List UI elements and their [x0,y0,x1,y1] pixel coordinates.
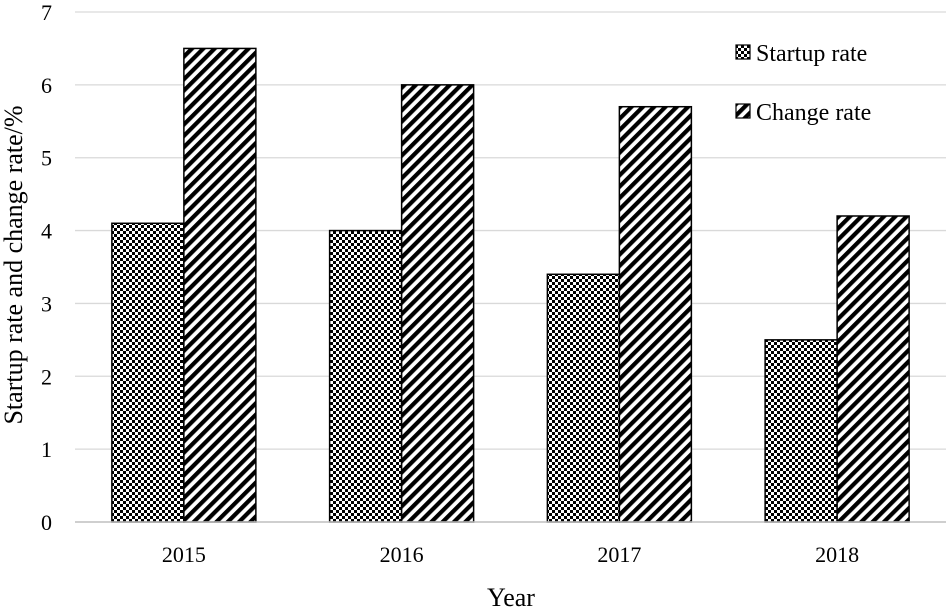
y-tick-label-6: 6 [41,73,52,98]
legend-label-change-rate: Change rate [756,100,871,126]
legend-swatch-startup-rate [735,44,751,60]
bar-change-rate-2018 [836,215,910,523]
x-axis-title: Year [487,583,535,610]
bar-change-rate-2015 [183,47,257,523]
x-axis-ticks: 2015 2016 2017 2018 [162,542,859,567]
y-tick-label-3: 3 [41,291,52,316]
y-axis-title: Startup rate and change rate/% [0,105,28,424]
bar-change-rate-2016 [400,84,475,523]
legend: Startup rate Change rate [735,41,871,126]
legend-label-startup-rate: Startup rate [756,41,867,67]
legend-swatch-change-rate [735,103,751,119]
y-tick-label-7: 7 [41,0,52,25]
x-tick-label-2018: 2018 [815,542,859,567]
legend-item-change-rate: Change rate [735,100,871,126]
bar-change-rate-2017 [618,105,693,523]
y-tick-label-5: 5 [41,146,52,171]
bar-startup-rate-2015 [111,222,185,523]
y-tick-label-4: 4 [41,219,52,244]
bar-startup-rate-2018 [764,339,838,523]
bar-startup-rate-2017 [546,273,621,523]
legend-item-startup-rate: Startup rate [735,41,867,67]
bars [111,47,910,523]
x-tick-label-2016: 2016 [380,542,424,567]
y-tick-label-0: 0 [41,510,52,535]
y-axis-ticks: 0 1 2 3 4 5 6 7 [41,0,52,535]
bar-startup-rate-2016 [328,229,403,523]
y-tick-label-2: 2 [41,364,52,389]
x-tick-label-2017: 2017 [597,542,641,567]
x-tick-label-2015: 2015 [162,542,206,567]
y-tick-label-1: 1 [41,437,52,462]
